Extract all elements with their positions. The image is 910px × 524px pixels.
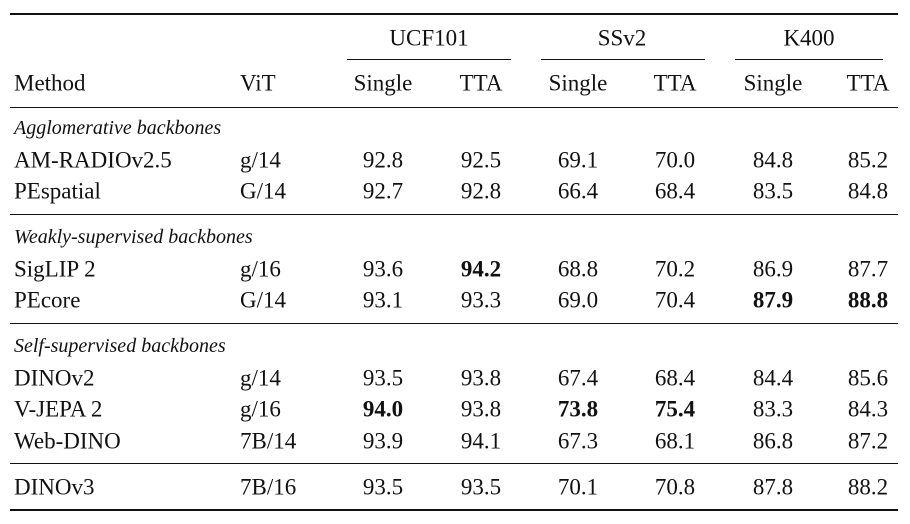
score-cell: 93.8 bbox=[460, 396, 502, 422]
score-cell: 87.8 bbox=[752, 474, 794, 500]
group-header: K400 bbox=[783, 25, 835, 51]
section-title: Agglomerative backbones bbox=[14, 117, 222, 139]
column-header: TTA bbox=[459, 70, 503, 96]
method-cell: DINOv2 bbox=[14, 365, 95, 391]
score-cell: 85.2 bbox=[847, 147, 889, 173]
score-cell: 92.8 bbox=[362, 147, 404, 173]
vit-cell: g/14 bbox=[240, 147, 281, 173]
score-cell: 68.8 bbox=[557, 256, 599, 282]
score-cell: 69.1 bbox=[557, 147, 599, 173]
column-header: Single bbox=[743, 70, 803, 96]
score-cell: 68.1 bbox=[654, 428, 696, 454]
method-cell: AM-RADIOv2.5 bbox=[14, 147, 172, 173]
score-cell: 92.5 bbox=[460, 147, 502, 173]
score-cell: 86.9 bbox=[752, 256, 794, 282]
mid-rule bbox=[10, 463, 898, 464]
score-cell: 83.5 bbox=[752, 178, 794, 204]
group-header: SSv2 bbox=[597, 25, 647, 51]
score-cell: 93.3 bbox=[460, 287, 502, 313]
score-cell: 73.8 bbox=[557, 396, 599, 422]
score-cell: 86.8 bbox=[752, 428, 794, 454]
score-cell: 87.9 bbox=[752, 287, 794, 313]
mid-rule bbox=[10, 214, 898, 215]
score-cell: 70.2 bbox=[654, 256, 696, 282]
score-cell: 92.7 bbox=[362, 178, 404, 204]
cmid-rule bbox=[541, 59, 705, 60]
mid-rule bbox=[10, 107, 898, 108]
bottom-rule bbox=[10, 509, 898, 511]
score-cell: 75.4 bbox=[654, 396, 696, 422]
score-cell: 93.6 bbox=[362, 256, 404, 282]
section-title: Self-supervised backbones bbox=[14, 335, 226, 357]
method-cell: DINOv3 bbox=[14, 474, 95, 500]
method-cell: Web-DINO bbox=[14, 428, 121, 454]
score-cell: 83.3 bbox=[752, 396, 794, 422]
score-cell: 70.1 bbox=[557, 474, 599, 500]
score-cell: 70.4 bbox=[654, 287, 696, 313]
vit-cell: 7B/16 bbox=[240, 474, 297, 500]
vit-cell: 7B/14 bbox=[240, 428, 297, 454]
method-cell: PEspatial bbox=[14, 178, 101, 204]
section-title: Weakly-supervised backbones bbox=[14, 226, 253, 248]
group-header: UCF101 bbox=[389, 25, 469, 51]
score-cell: 94.1 bbox=[460, 428, 502, 454]
vit-cell: g/14 bbox=[240, 365, 281, 391]
score-cell: 93.5 bbox=[460, 474, 502, 500]
column-header: Single bbox=[548, 70, 608, 96]
score-cell: 87.2 bbox=[847, 428, 889, 454]
score-cell: 85.6 bbox=[847, 365, 889, 391]
column-header: TTA bbox=[653, 70, 697, 96]
score-cell: 67.4 bbox=[557, 365, 599, 391]
score-cell: 93.5 bbox=[362, 474, 404, 500]
score-cell: 84.8 bbox=[752, 147, 794, 173]
method-cell: PEcore bbox=[14, 287, 81, 313]
score-cell: 70.8 bbox=[654, 474, 696, 500]
score-cell: 93.1 bbox=[362, 287, 404, 313]
mid-rule bbox=[10, 323, 898, 324]
score-cell: 87.7 bbox=[847, 256, 889, 282]
top-rule bbox=[10, 13, 898, 15]
score-cell: 94.2 bbox=[460, 256, 502, 282]
score-cell: 93.8 bbox=[460, 365, 502, 391]
column-header: Single bbox=[353, 70, 413, 96]
column-header: ViT bbox=[240, 70, 276, 96]
method-cell: SigLIP 2 bbox=[14, 256, 96, 282]
score-cell: 88.8 bbox=[847, 287, 889, 313]
vit-cell: g/16 bbox=[240, 256, 281, 282]
score-cell: 68.4 bbox=[654, 178, 696, 204]
column-header: TTA bbox=[846, 70, 890, 96]
vit-cell: G/14 bbox=[240, 178, 286, 204]
vit-cell: g/16 bbox=[240, 396, 281, 422]
score-cell: 84.8 bbox=[847, 178, 889, 204]
score-cell: 69.0 bbox=[557, 287, 599, 313]
cmid-rule bbox=[347, 59, 511, 60]
score-cell: 68.4 bbox=[654, 365, 696, 391]
score-cell: 93.9 bbox=[362, 428, 404, 454]
column-header: Method bbox=[14, 70, 86, 96]
score-cell: 88.2 bbox=[847, 474, 889, 500]
score-cell: 84.3 bbox=[847, 396, 889, 422]
score-cell: 93.5 bbox=[362, 365, 404, 391]
method-cell: V-JEPA 2 bbox=[14, 396, 103, 422]
vit-cell: G/14 bbox=[240, 287, 286, 313]
score-cell: 94.0 bbox=[362, 396, 404, 422]
score-cell: 70.0 bbox=[654, 147, 696, 173]
cmid-rule bbox=[735, 59, 883, 60]
score-cell: 66.4 bbox=[557, 178, 599, 204]
score-cell: 84.4 bbox=[752, 365, 794, 391]
score-cell: 92.8 bbox=[460, 178, 502, 204]
score-cell: 67.3 bbox=[557, 428, 599, 454]
